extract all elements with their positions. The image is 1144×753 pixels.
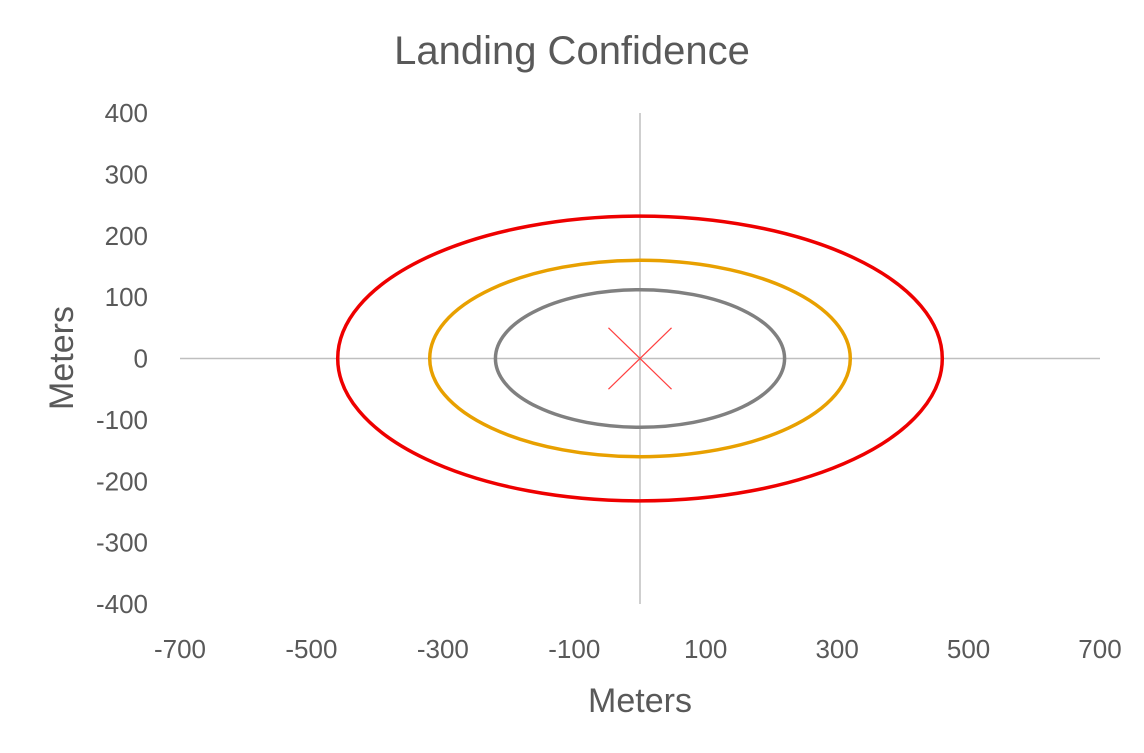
y-tick-label: 0 <box>134 344 148 374</box>
center-marker-line <box>608 327 672 390</box>
x-tick-label: 500 <box>947 634 990 664</box>
y-tick-label: -200 <box>96 466 148 496</box>
series <box>335 214 945 503</box>
confidence-ellipse-2 <box>427 258 853 459</box>
x-tick-label: -300 <box>417 634 469 664</box>
confidence-ellipse-3 <box>335 214 945 503</box>
y-tick-label: -100 <box>96 405 148 435</box>
chart-title: Landing Confidence <box>394 29 750 73</box>
y-tick-label: 300 <box>105 159 148 189</box>
x-tick-label: 700 <box>1078 634 1121 664</box>
y-tick-label: 400 <box>105 98 148 128</box>
y-tick-label: 200 <box>105 221 148 251</box>
y-tick-label: -400 <box>96 589 148 619</box>
x-tick-label: -100 <box>548 634 600 664</box>
x-tick-label: -500 <box>285 634 337 664</box>
tick-labels: -700 -500 -300 -100 100 300 500 700 400 300 200 100… <box>96 98 1122 664</box>
x-tick-label: 100 <box>684 634 727 664</box>
x-tick-label: -700 <box>154 634 206 664</box>
x-axis-title: Meters <box>588 682 692 720</box>
y-axis-title: Meters <box>43 306 81 410</box>
y-tick-label: -300 <box>96 528 148 558</box>
confidence-ellipse-1 <box>493 288 787 429</box>
x-tick-label: 300 <box>815 634 858 664</box>
y-tick-label: 100 <box>105 282 148 312</box>
